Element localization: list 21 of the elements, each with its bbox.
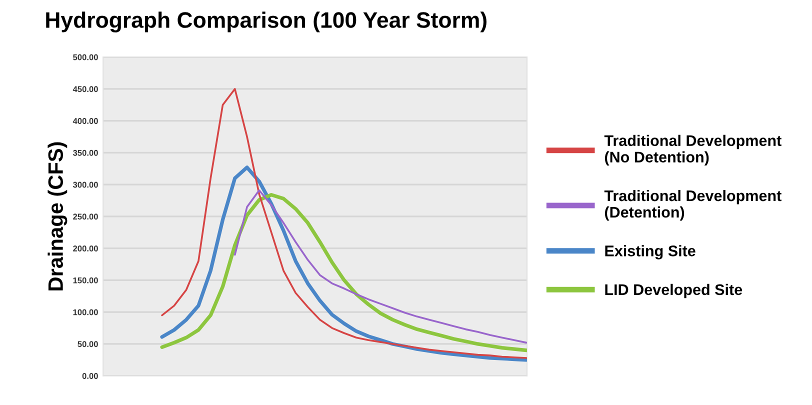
line-series — [161, 88, 527, 359]
y-tick-label: 350.00 — [72, 150, 98, 156]
line-series — [234, 189, 527, 344]
y-tick-label: 450.00 — [72, 86, 98, 92]
y-axis-title: Drainage (CFS) — [48, 142, 68, 290]
y-tick-label: 0.00 — [82, 373, 98, 379]
y-tick-label: 100.00 — [73, 309, 98, 316]
y-tick-label: 400.00 — [72, 118, 98, 124]
line-series — [160, 166, 527, 362]
legend-label: Existing Site — [605, 245, 696, 260]
y-tick-label: 500.00 — [73, 54, 98, 60]
y-tick-label: 150.00 — [73, 277, 98, 284]
legend-label: LID Developed Site — [605, 284, 742, 298]
y-tick-label: 250.00 — [73, 214, 98, 220]
legend-label: Traditional Development (No Detention) — [604, 134, 782, 166]
y-tick-label: 300.00 — [72, 182, 98, 188]
y-tick-label: 50.00 — [78, 341, 98, 348]
chart-title: Hydrograph Comparison (100 Year Storm) — [46, 12, 486, 32]
legend-label: Traditional Development (Detention) — [604, 190, 782, 221]
y-tick-label: 200.00 — [73, 246, 98, 252]
line-series — [160, 192, 527, 352]
